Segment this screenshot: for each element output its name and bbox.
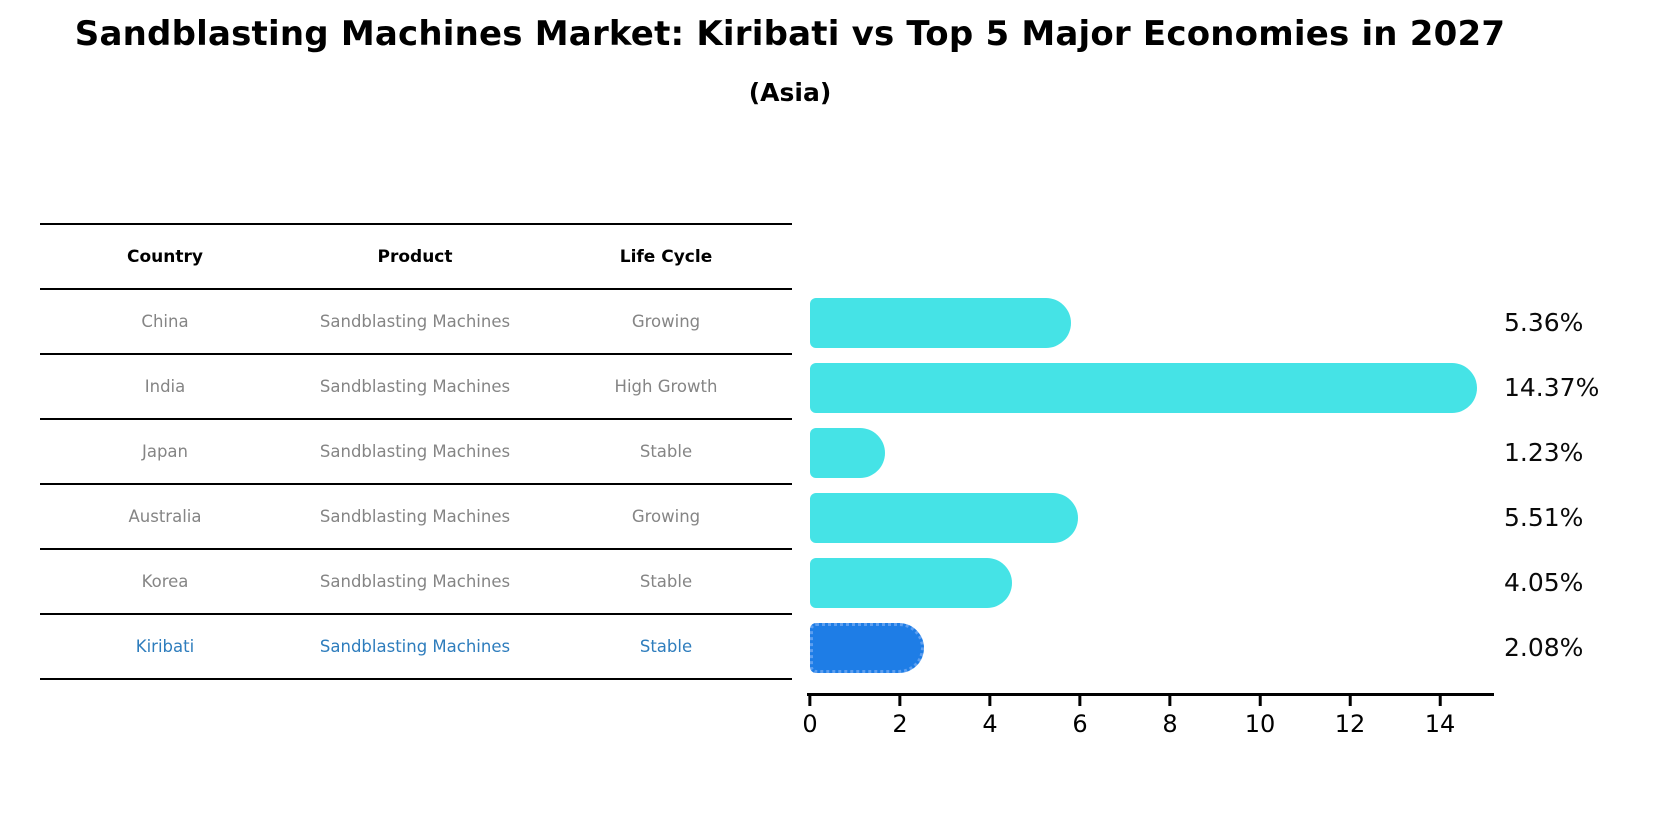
x-axis-tick-12: 12 <box>1334 696 1366 738</box>
country-cell: Kiribati <box>135 637 195 656</box>
bar-row-kiribati: 2.08% <box>810 615 1583 680</box>
tick-label: 8 <box>1162 710 1178 738</box>
tick-mark <box>1438 696 1442 706</box>
value-label-kiribati: 2.08% <box>1504 633 1584 662</box>
table-row-japan: Japan Sandblasting Machines Stable <box>40 420 792 485</box>
value-label-china: 5.36% <box>1504 308 1584 337</box>
bar-china <box>810 297 1072 348</box>
life-cycle-cell: Growing <box>631 312 701 331</box>
country-cell: Australia <box>128 507 202 526</box>
tick-mark <box>988 696 992 706</box>
country-cell: Korea <box>141 572 189 591</box>
tick-label: 10 <box>1244 710 1276 738</box>
bar-row-india: 14.37% <box>810 355 1599 420</box>
table-row-australia: Australia Sandblasting Machines Growing <box>40 485 792 550</box>
column-header-country: Country <box>127 246 203 267</box>
tick-mark <box>1168 696 1172 706</box>
tick-label: 12 <box>1334 710 1366 738</box>
life-cycle-cell: Stable <box>639 637 693 656</box>
tick-mark <box>898 696 902 706</box>
tick-mark <box>1258 696 1262 706</box>
bar-row-korea: 4.05% <box>810 550 1583 615</box>
life-cycle-cell: Growing <box>631 507 701 526</box>
chart-subtitle: (Asia) <box>748 78 832 107</box>
bar-india <box>810 362 1477 413</box>
x-axis-tick-2: 2 <box>892 696 908 738</box>
chart-title: Sandblasting Machines Market: Kiribati v… <box>74 14 1506 54</box>
product-cell: Sandblasting Machines <box>319 377 511 396</box>
x-axis: 0 2 4 6 8 10 12 14 <box>802 693 1494 743</box>
bar-australia <box>810 492 1078 543</box>
country-cell: India <box>144 377 186 396</box>
x-axis-line <box>807 693 1494 696</box>
x-axis-tick-14: 14 <box>1424 696 1456 738</box>
column-header-product: Product <box>377 246 453 267</box>
bar-row-japan: 1.23% <box>810 420 1583 485</box>
product-cell: Sandblasting Machines <box>319 312 511 331</box>
tick-label: 6 <box>1072 710 1088 738</box>
table-row-india: India Sandblasting Machines High Growth <box>40 355 792 420</box>
tick-label: 4 <box>982 710 998 738</box>
tick-mark <box>1078 696 1082 706</box>
bar-japan <box>810 427 886 478</box>
product-cell: Sandblasting Machines <box>319 507 511 526</box>
life-cycle-cell: High Growth <box>614 377 718 396</box>
life-cycle-cell: Stable <box>639 442 693 461</box>
product-cell: Sandblasting Machines <box>319 442 511 461</box>
x-axis-tick-6: 6 <box>1072 696 1088 738</box>
value-label-australia: 5.51% <box>1504 503 1584 532</box>
bar-row-australia: 5.51% <box>810 485 1583 550</box>
bar-korea <box>810 557 1013 608</box>
bar-row-china: 5.36% <box>810 290 1583 355</box>
bar-kiribati-highlight <box>810 622 924 673</box>
table-header-row: Country Product Life Cycle <box>40 223 792 290</box>
tick-label: 14 <box>1424 710 1456 738</box>
value-label-india: 14.37% <box>1504 373 1600 402</box>
table-row-korea: Korea Sandblasting Machines Stable <box>40 550 792 615</box>
table-row-kiribati: Kiribati Sandblasting Machines Stable <box>40 615 792 680</box>
tick-mark <box>808 696 812 706</box>
bar-plot-area: 5.36% 14.37% 1.23% 5.51% 4.05% 2.08% 0 2… <box>802 290 1599 743</box>
product-cell: Sandblasting Machines <box>319 572 511 591</box>
country-cell: China <box>141 312 189 331</box>
x-axis-tick-10: 10 <box>1244 696 1276 738</box>
product-cell: Sandblasting Machines <box>319 637 511 656</box>
value-label-korea: 4.05% <box>1504 568 1584 597</box>
country-table: Country Product Life Cycle China Sandbla… <box>40 223 792 680</box>
life-cycle-cell: Stable <box>639 572 693 591</box>
tick-label: 0 <box>802 710 818 738</box>
x-axis-tick-8: 8 <box>1162 696 1178 738</box>
tick-mark <box>1348 696 1352 706</box>
x-axis-tick-0: 0 <box>802 696 818 738</box>
x-axis-tick-4: 4 <box>982 696 998 738</box>
table-row-china: China Sandblasting Machines Growing <box>40 290 792 355</box>
tick-label: 2 <box>892 710 908 738</box>
value-label-japan: 1.23% <box>1504 438 1584 467</box>
column-header-life-cycle: Life Cycle <box>619 246 713 267</box>
country-cell: Japan <box>141 442 189 461</box>
